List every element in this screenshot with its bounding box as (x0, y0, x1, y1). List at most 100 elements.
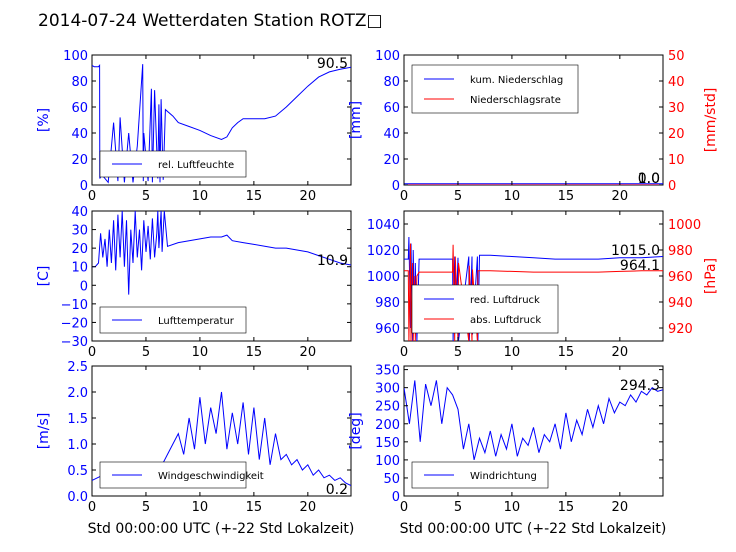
x-tick-label: 20 (300, 189, 317, 204)
x-tick-label: 20 (612, 189, 629, 204)
legend-box (411, 284, 559, 334)
y-tick-label: 50 (383, 472, 400, 487)
y-tick-label: 300 (375, 382, 400, 397)
y-tick-label: −20 (61, 316, 88, 331)
y-tick-label: 80 (71, 75, 88, 90)
y-tick-label: 20 (383, 153, 400, 168)
x-tick-label: 10 (192, 189, 209, 204)
legend-label: rel. Luftfeuchte (158, 160, 234, 171)
x-tick-label: 15 (246, 500, 263, 515)
x-tick-label: 0 (88, 189, 96, 204)
legend-label: kum. Niederschlag (470, 75, 563, 86)
y-tick-label: 10 (71, 261, 88, 276)
x-tick-label: 0 (400, 500, 408, 515)
y-tick-label: 40 (383, 127, 400, 142)
y-tick-label: 0.0 (67, 490, 88, 505)
last-value-label: 294.3 (620, 378, 660, 394)
y-tick-label: 100 (375, 49, 400, 64)
y-tick-label: 1020 (367, 244, 400, 259)
panel-temperature: 0 5 10 15 20 −30 −20 −10 0 10 20 30 40 [C] Lufttempera… (36, 205, 352, 360)
legend-label: red. Luftdruck (470, 295, 540, 306)
x-axis-label-right: Std 00:00:00 UTC (+-22 Std Lokalzeit) (400, 521, 667, 537)
x-tick-label: 15 (558, 189, 575, 204)
y-tick-label-right: 0 (668, 179, 676, 194)
figure-title: 2014-07-24 Wetterdaten Station ROTZ□ (38, 11, 383, 31)
x-tick-label: 5 (454, 189, 462, 204)
y-tick-label: 0 (392, 179, 400, 194)
panel-humidity: 0 5 10 15 20 0 20 40 60 80 100 [%] rel. Luftfeuchte 9… (36, 49, 352, 204)
x-tick-label: 10 (504, 345, 521, 360)
legend-box (99, 306, 247, 334)
y-tick-label: 30 (71, 224, 88, 239)
x-tick-label: 20 (300, 345, 317, 360)
x-tick-label: 0 (400, 345, 408, 360)
legend-label: Lufttemperatur (158, 316, 235, 327)
y-tick-label: 980 (375, 296, 400, 311)
last-value-label: 10.9 (317, 253, 348, 269)
y-tick-label: 60 (383, 101, 400, 116)
y-tick-label: −30 (61, 335, 88, 350)
x-tick-label: 5 (142, 500, 150, 515)
legend-label: Windgeschwindigkeit (158, 471, 264, 482)
x-tick-label: 15 (558, 500, 575, 515)
y-tick-label: 80 (383, 75, 400, 90)
last-value-label-right: 0.0 (638, 171, 660, 187)
legend-label: Windrichtung (470, 471, 537, 482)
y-tick-label: 2.0 (67, 386, 88, 401)
x-tick-label: 10 (504, 189, 521, 204)
y-tick-label-right: 10 (668, 153, 685, 168)
y-tick-label: −10 (61, 298, 88, 313)
x-tick-label: 5 (454, 500, 462, 515)
x-tick-label: 15 (246, 345, 263, 360)
y-tick-label: 1040 (367, 218, 400, 233)
y-tick-label: 0.5 (67, 464, 88, 479)
y-tick-label-right: 980 (668, 244, 693, 259)
y-tick-label: 1000 (367, 270, 400, 285)
last-value-label-right: 964.1 (620, 258, 660, 274)
y-tick-label-right: 40 (668, 75, 685, 90)
y-tick-label: 0 (80, 279, 88, 294)
x-tick-label: 5 (142, 345, 150, 360)
y-axis-label: [mm] (348, 101, 364, 139)
last-value-label: 1.0 (638, 171, 660, 187)
y-tick-label-right: 1000 (668, 218, 701, 233)
y-tick-label: 40 (71, 127, 88, 142)
y-tick-label-right: 960 (668, 270, 693, 285)
x-tick-label: 10 (504, 500, 521, 515)
x-axis-label-left: Std 00:00:00 UTC (+-22 Std Lokalzeit) (88, 521, 355, 537)
y-tick-label: 960 (375, 322, 400, 337)
y-tick-label-right: 50 (668, 49, 685, 64)
x-tick-label: 10 (192, 500, 209, 515)
last-value-label: 1015.0 (611, 243, 660, 259)
y-tick-label-right: 920 (668, 322, 693, 337)
y-tick-label-right: 940 (668, 296, 693, 311)
y-tick-label: 250 (375, 400, 400, 415)
y-tick-label: 100 (63, 49, 88, 64)
last-value-label: 0.2 (326, 482, 348, 498)
y-tick-label: 200 (375, 418, 400, 433)
x-tick-label: 0 (400, 189, 408, 204)
y-axis-label: [C] (36, 266, 52, 287)
y-tick-label: 0 (80, 179, 88, 194)
y-tick-label: 1.5 (67, 412, 88, 427)
y-tick-label: 20 (71, 153, 88, 168)
x-tick-label: 20 (612, 500, 629, 515)
y-axis-label: [m/s] (36, 413, 52, 450)
x-tick-label: 15 (246, 189, 263, 204)
x-tick-label: 20 (300, 500, 317, 515)
series-group (404, 380, 663, 461)
y-tick-label: 2.5 (67, 360, 88, 375)
x-tick-label: 10 (192, 345, 209, 360)
last-value-label: 90.5 (317, 56, 348, 72)
series-line-1 (404, 380, 663, 461)
x-tick-label: 5 (454, 345, 462, 360)
y-tick-label: 350 (375, 364, 400, 379)
legend-label: Niederschlagsrate (470, 95, 561, 106)
panel-wind-speed: 0 5 10 15 20 0.0 0.5 1.0 1.5 2.0 2.5 [m/s] Windgesch… (36, 360, 352, 515)
y-tick-label: 40 (71, 205, 88, 220)
y-axis-label: [deg] (348, 412, 364, 449)
panel-wind-direction: 0 5 10 15 20050100150200250300350[deg]Windri… (348, 364, 664, 515)
legend-box (99, 150, 247, 178)
